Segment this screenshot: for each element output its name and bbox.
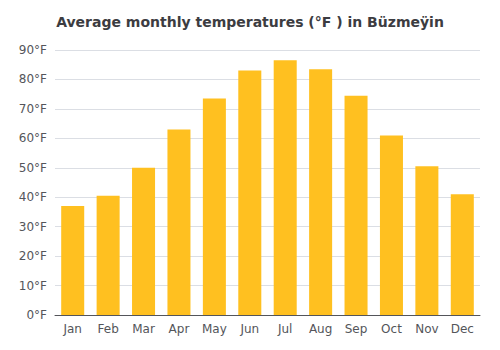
svg-text:Apr: Apr (169, 322, 190, 336)
svg-text:Average monthly temperatures (: Average monthly temperatures (°F ) in Bü… (56, 14, 444, 30)
svg-text:Jun: Jun (239, 322, 259, 336)
svg-text:80°F: 80°F (19, 72, 47, 86)
svg-text:40°F: 40°F (19, 190, 47, 204)
svg-text:0°F: 0°F (26, 308, 47, 322)
svg-text:Aug: Aug (309, 322, 332, 336)
svg-text:30°F: 30°F (19, 220, 47, 234)
svg-text:Jan: Jan (62, 322, 82, 336)
svg-text:Dec: Dec (451, 322, 474, 336)
svg-text:Nov: Nov (415, 322, 438, 336)
svg-text:50°F: 50°F (19, 161, 47, 175)
svg-text:20°F: 20°F (19, 249, 47, 263)
svg-text:Jul: Jul (277, 322, 292, 336)
svg-text:Oct: Oct (381, 322, 402, 336)
svg-text:70°F: 70°F (19, 102, 47, 116)
svg-text:60°F: 60°F (19, 131, 47, 145)
svg-text:Sep: Sep (345, 322, 368, 336)
svg-text:10°F: 10°F (19, 279, 47, 293)
svg-text:May: May (202, 322, 227, 336)
svg-text:Mar: Mar (132, 322, 155, 336)
svg-text:90°F: 90°F (19, 43, 47, 57)
svg-text:Feb: Feb (98, 322, 119, 336)
